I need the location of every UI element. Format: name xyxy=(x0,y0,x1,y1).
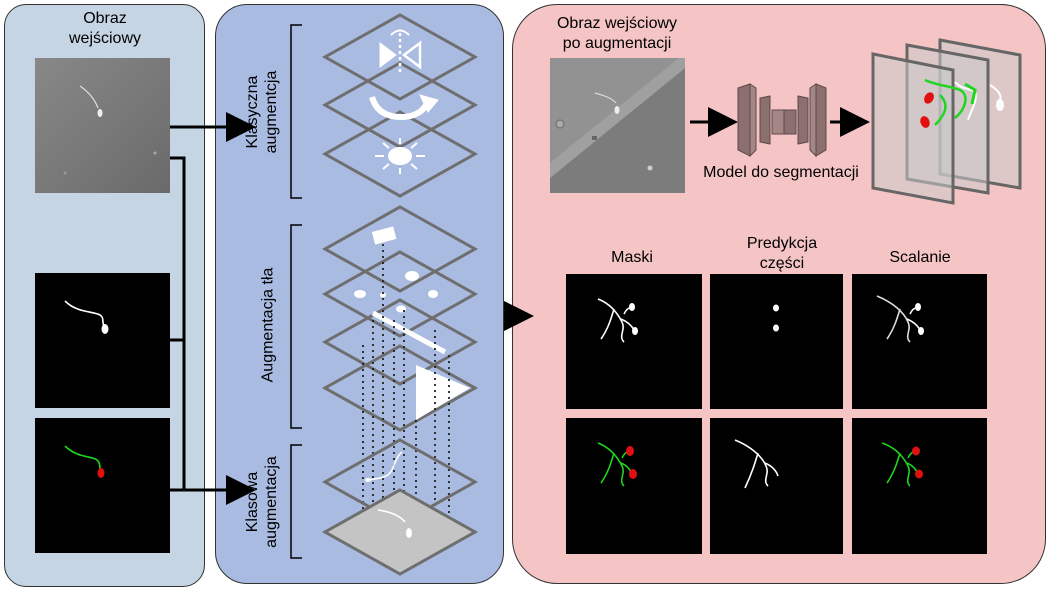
input-title-line1: Obraz xyxy=(83,10,127,27)
input-image-content xyxy=(35,58,170,193)
rotate-icon xyxy=(369,94,439,121)
model-label: Model do segmentacji xyxy=(703,164,859,181)
grid-pred-bottom xyxy=(710,418,843,554)
brightness-icon xyxy=(375,138,425,174)
grid-masks-top xyxy=(566,274,702,409)
input-title-line2: wejściowy xyxy=(68,30,141,47)
augmented-title: Obraz wejściowy po augmentacji xyxy=(556,15,678,52)
col-masks-label: Maski xyxy=(611,249,653,266)
model-icon xyxy=(737,83,827,158)
input-mask-color xyxy=(35,418,170,553)
augmented-image xyxy=(550,53,685,193)
augmented-image-content xyxy=(550,53,685,193)
grid-merge-top xyxy=(852,274,987,409)
mask-white-content xyxy=(64,300,109,334)
input-microscopy-image xyxy=(35,58,170,193)
input-mask-white xyxy=(35,273,170,408)
grid-merge-bottom xyxy=(852,418,987,554)
grid-pred-top xyxy=(710,274,843,409)
col-merge-label: Scalanie xyxy=(889,249,951,266)
flip-icon xyxy=(379,29,422,73)
col-pred-label: Predykcja części xyxy=(746,235,818,272)
input-title: Obraz wejściowy xyxy=(55,9,155,49)
mask-color-content xyxy=(64,445,105,478)
grid-masks-bottom xyxy=(566,418,702,554)
